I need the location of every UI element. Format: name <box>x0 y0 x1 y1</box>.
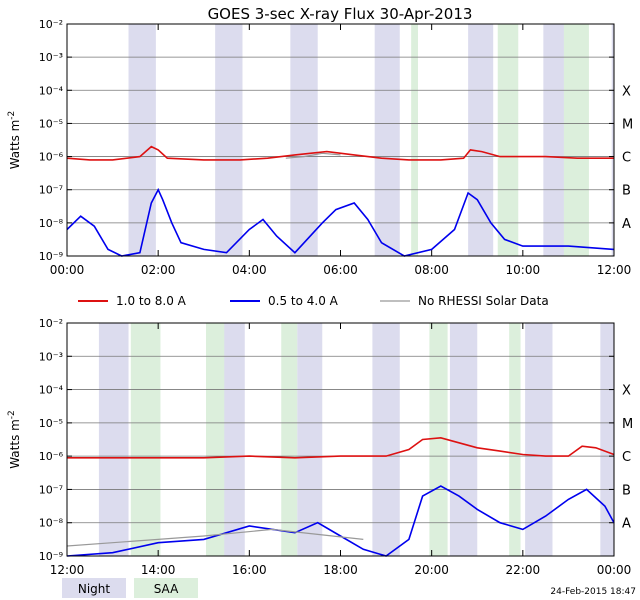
flare-class-label: A <box>622 517 631 532</box>
y-tick-label: 10⁻⁴ <box>39 384 64 397</box>
x-tick-label: 08:00 <box>414 263 449 277</box>
saa-band <box>411 24 418 256</box>
x-tick-label: 12:00 <box>597 263 632 277</box>
series-line-3 <box>285 152 341 159</box>
legend-label: No RHESSI Solar Data <box>418 294 549 308</box>
night-band <box>290 24 318 256</box>
x-tick-label: 00:00 <box>50 263 85 277</box>
flare-class-label: M <box>622 417 633 432</box>
legend-band-label: Night <box>78 582 111 596</box>
night-band <box>611 24 614 256</box>
night-band <box>525 323 553 556</box>
y-tick-label: 10⁻³ <box>39 350 63 363</box>
panel-2: 10⁻² 10⁻³ 10⁻⁴ 10⁻⁵ 10⁻⁶ 10⁻⁷ 10⁻⁸ 10⁻⁹ X M C B A 12:… <box>7 317 633 577</box>
saa-band <box>509 323 521 556</box>
night-band <box>374 24 400 256</box>
y-tick-label: 10⁻² <box>39 317 63 330</box>
series-line-2 <box>66 485 615 557</box>
flare-class-label: M <box>622 117 633 132</box>
x-tick-label: 14:00 <box>141 563 176 577</box>
x-tick-label: 06:00 <box>323 263 358 277</box>
y-tick-label: 10⁻³ <box>39 51 63 64</box>
x-tick-label: 22:00 <box>506 563 541 577</box>
saa-band <box>429 323 448 556</box>
legend-band-swatch <box>62 578 126 598</box>
night-band <box>449 323 478 556</box>
saa-band <box>206 323 225 556</box>
legend-label: 1.0 to 8.0 A <box>116 294 187 308</box>
y-tick-label: 10⁻⁶ <box>39 450 64 463</box>
chart-title: GOES 3-sec X-ray Flux 30-Apr-2013 <box>208 5 473 23</box>
night-band <box>297 323 323 556</box>
night-band <box>98 323 129 556</box>
x-tick-label: 20:00 <box>414 563 449 577</box>
x-tick-label: 12:00 <box>50 563 85 577</box>
y-tick-label: 10⁻² <box>39 18 63 31</box>
flare-class-label: X <box>622 384 631 399</box>
legend: 1.0 to 8.0 A 0.5 to 4.0 A No RHESSI Solar … <box>62 294 549 598</box>
night-band <box>128 24 156 256</box>
y-tick-label: 10⁻⁶ <box>39 151 64 164</box>
saa-band <box>497 24 519 256</box>
series-line-1 <box>67 436 615 459</box>
flare-class-label: X <box>622 84 631 99</box>
saa-band <box>563 24 589 256</box>
series-line-2 <box>66 187 615 257</box>
y-axis-label: Watts m-2 <box>7 111 22 170</box>
legend-label: 0.5 to 4.0 A <box>268 294 339 308</box>
x-tick-label: 04:00 <box>232 263 267 277</box>
x-tick-label: 18:00 <box>323 563 358 577</box>
plot-frame <box>66 322 615 557</box>
x-tick-label: 16:00 <box>232 563 267 577</box>
night-band <box>468 24 494 256</box>
y-tick-label: 10⁻⁹ <box>39 250 63 263</box>
footer-timestamp: 24-Feb-2015 18:47 <box>550 587 636 597</box>
series-line-3 <box>66 528 364 547</box>
series-line-1 <box>66 145 614 161</box>
plot-frame <box>66 23 615 257</box>
y-tick-label: 10⁻⁵ <box>39 117 63 130</box>
night-band <box>215 24 243 256</box>
night-band <box>372 323 400 556</box>
legend-band-swatch <box>134 578 198 598</box>
flare-class-label: B <box>622 483 631 498</box>
saa-band <box>281 323 298 556</box>
x-tick-label: 02:00 <box>141 263 176 277</box>
y-tick-label: 10⁻⁹ <box>39 550 63 563</box>
flare-class-label: C <box>622 450 631 465</box>
y-tick-label: 10⁻⁴ <box>39 84 64 97</box>
x-tick-label: 00:00 <box>597 563 632 577</box>
y-tick-label: 10⁻⁷ <box>39 184 63 197</box>
flare-class-label: A <box>622 217 631 232</box>
y-tick-label: 10⁻⁸ <box>39 517 64 530</box>
y-axis-label: Watts m-2 <box>7 410 22 469</box>
flare-class-label: B <box>622 184 631 199</box>
flare-class-label: C <box>622 151 631 166</box>
saa-band <box>130 323 161 556</box>
night-band <box>600 323 614 556</box>
legend-band-label: SAA <box>154 582 179 596</box>
y-tick-label: 10⁻⁸ <box>39 217 64 230</box>
panel-1: 10⁻² 10⁻³ 10⁻⁴ 10⁻⁵ 10⁻⁶ 10⁻⁷ 10⁻⁸ 10⁻⁹ X M C B A 00:… <box>7 18 633 277</box>
y-tick-label: 10⁻⁵ <box>39 417 63 430</box>
x-tick-label: 10:00 <box>506 263 541 277</box>
night-band <box>221 323 245 556</box>
y-tick-label: 10⁻⁷ <box>39 483 63 496</box>
